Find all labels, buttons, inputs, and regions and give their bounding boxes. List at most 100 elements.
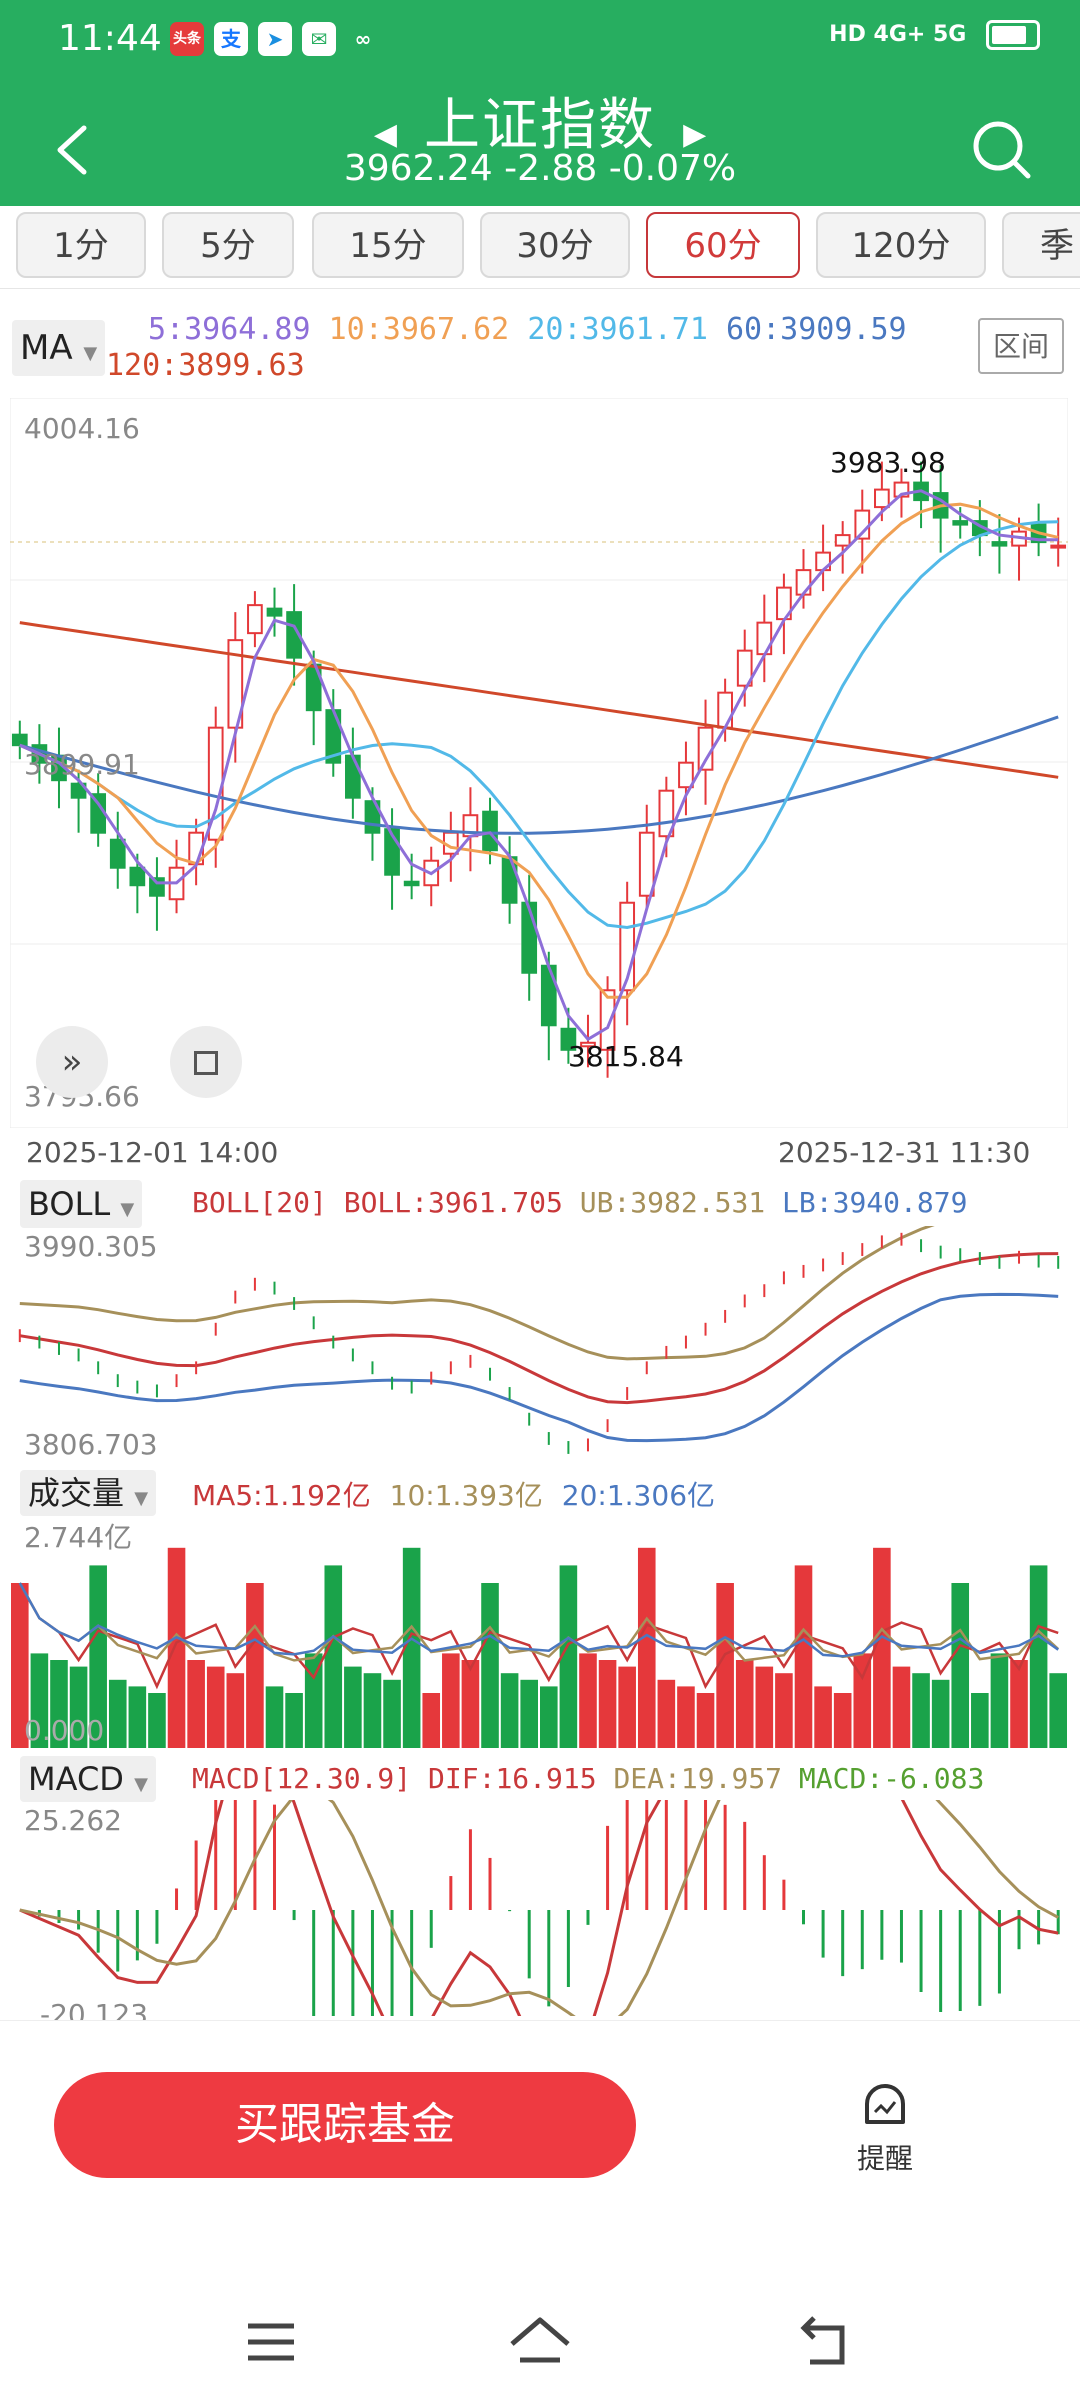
tab-1min[interactable]: 1分 bbox=[16, 212, 146, 278]
volume-bar bbox=[794, 1565, 813, 1748]
low-label: 3815.84 bbox=[568, 1040, 684, 1073]
candle-body bbox=[678, 761, 694, 789]
candle-body bbox=[874, 488, 890, 509]
ma20-line bbox=[19, 520, 1059, 930]
macd-chart[interactable] bbox=[10, 1800, 1068, 2016]
header: 11:44 头条 支 ➤ ✉ ∞ HD 4G+ 5G ◀ 上证指数 ▶ 3962… bbox=[0, 0, 1080, 206]
remind-label: 提醒 bbox=[856, 2142, 913, 2175]
tab-5min[interactable]: 5分 bbox=[162, 212, 294, 278]
volume-bar bbox=[246, 1583, 264, 1748]
buy-fund-button[interactable]: 买跟踪基金 bbox=[54, 2072, 636, 2178]
remind-button[interactable]: 提醒 bbox=[840, 2082, 930, 2177]
boll-chart[interactable] bbox=[10, 1226, 1068, 1462]
volume-bar bbox=[931, 1679, 950, 1748]
ma20-value: 20:3961.71 bbox=[527, 312, 708, 347]
ma10-value: 10:3967.62 bbox=[328, 312, 510, 347]
boll-lb-line bbox=[19, 1292, 1059, 1443]
menu-icon[interactable] bbox=[246, 2320, 296, 2364]
alipay-icon: 支 bbox=[214, 22, 248, 56]
volume-bar bbox=[696, 1693, 715, 1748]
boll-y-min: 3806.703 bbox=[24, 1428, 158, 1461]
candle-body bbox=[247, 604, 263, 635]
price: 3962.24 bbox=[343, 148, 493, 189]
back-nav-icon[interactable] bbox=[800, 2314, 852, 2370]
boll-lb: LB:3940.879 bbox=[782, 1186, 968, 1219]
search-icon[interactable] bbox=[970, 118, 1034, 182]
macd-value: MACD:-6.083 bbox=[798, 1762, 985, 1795]
candle-body bbox=[560, 1027, 577, 1051]
volume-bar bbox=[716, 1583, 734, 1748]
candle-body bbox=[11, 733, 28, 747]
macd-legend: MACD[12.30.9] DIF:16.915 DEA:19.957 MACD… bbox=[192, 1762, 984, 1795]
volume-bars bbox=[11, 1547, 1067, 1748]
volume-bar bbox=[735, 1660, 754, 1748]
macd-y-max: 25.262 bbox=[24, 1804, 122, 1837]
toutiao-icon: 头条 bbox=[170, 22, 204, 56]
volume-bar bbox=[128, 1686, 147, 1748]
volume-bar bbox=[461, 1660, 480, 1748]
tab-120min[interactable]: 120分 bbox=[816, 212, 986, 278]
volume-bar bbox=[559, 1565, 578, 1748]
candle-body bbox=[540, 964, 557, 1027]
volume-bar bbox=[50, 1660, 68, 1748]
tab-60min[interactable]: 60分 bbox=[646, 212, 800, 278]
volume-bar bbox=[108, 1679, 127, 1748]
quote: 3962.24 -2.88 -0.07% bbox=[0, 148, 1080, 189]
status-time: 11:44 bbox=[58, 18, 162, 59]
y-mid-label: 3899.91 bbox=[24, 748, 140, 781]
volume-bar bbox=[402, 1547, 421, 1748]
fullscreen-icon[interactable] bbox=[170, 1026, 242, 1098]
macd-selector[interactable]: MACD ▼ bbox=[20, 1756, 156, 1802]
volume-bar bbox=[148, 1693, 166, 1748]
volume-selector[interactable]: 成交量 ▼ bbox=[20, 1470, 157, 1516]
volume-bar bbox=[363, 1673, 382, 1748]
vol-y-min: 0.000 bbox=[24, 1714, 105, 1747]
ma-legend: 5:3964.89 10:3967.62 20:3961.71 60:3909.… bbox=[148, 312, 907, 347]
tab-15min[interactable]: 15分 bbox=[312, 212, 464, 278]
candle-body bbox=[403, 880, 420, 887]
candlestick-chart[interactable] bbox=[10, 398, 1068, 1128]
tab-quarter[interactable]: 季 bbox=[1002, 212, 1080, 278]
boll-ub-line bbox=[19, 1226, 935, 1361]
boll-selector[interactable]: BOLL ▼ bbox=[20, 1180, 143, 1228]
volume-bar bbox=[30, 1653, 49, 1748]
next-stock-icon[interactable]: ▶ bbox=[683, 117, 707, 152]
candle-body bbox=[638, 831, 655, 897]
volume-bar bbox=[383, 1679, 401, 1748]
vol-ma20: 20:1.306亿 bbox=[561, 1479, 716, 1512]
volume-bar bbox=[187, 1660, 205, 1748]
boll-y-max: 3990.305 bbox=[24, 1230, 158, 1263]
volume-bar bbox=[873, 1547, 891, 1748]
volume-bar bbox=[1049, 1673, 1067, 1748]
volume-bar bbox=[833, 1693, 852, 1748]
back-icon[interactable] bbox=[52, 122, 92, 178]
range-button[interactable]: 区间 bbox=[978, 318, 1064, 374]
candle-body bbox=[109, 838, 126, 869]
volume-bar bbox=[755, 1666, 774, 1748]
volume-bar bbox=[422, 1693, 441, 1748]
volume-bar bbox=[1010, 1660, 1028, 1748]
ma-selector[interactable]: MA ▼ bbox=[12, 320, 106, 376]
candle-body bbox=[580, 1041, 596, 1048]
volume-bar bbox=[951, 1583, 970, 1748]
candle-body bbox=[736, 649, 753, 687]
volume-legend: MA5:1.192亿 10:1.393亿 20:1.306亿 bbox=[192, 1474, 715, 1514]
boll-mid-line bbox=[19, 1252, 1059, 1405]
macd-dif-line bbox=[19, 1800, 1059, 2016]
home-icon[interactable] bbox=[508, 2314, 572, 2366]
volume-bar bbox=[540, 1686, 558, 1748]
volume-bar bbox=[892, 1666, 911, 1748]
volume-bar bbox=[912, 1673, 930, 1748]
volume-chart[interactable] bbox=[10, 1518, 1068, 1748]
candle-body bbox=[952, 520, 969, 526]
boll-ub: UB:3982.531 bbox=[579, 1186, 766, 1219]
volume-bar bbox=[304, 1653, 323, 1748]
tab-30min[interactable]: 30分 bbox=[480, 212, 630, 278]
boll-ticks bbox=[18, 1232, 1060, 1454]
candle-body bbox=[658, 789, 675, 838]
volume-bar bbox=[637, 1547, 656, 1748]
prev-stock-icon[interactable]: ◀ bbox=[373, 117, 397, 152]
date-start: 2025-12-01 14:00 bbox=[26, 1136, 279, 1169]
y-max-label: 4004.16 bbox=[24, 412, 140, 445]
expand-icon[interactable]: » bbox=[36, 1026, 108, 1098]
